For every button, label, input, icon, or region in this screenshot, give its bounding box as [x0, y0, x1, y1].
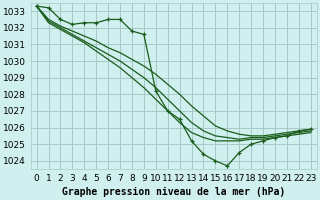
X-axis label: Graphe pression niveau de la mer (hPa): Graphe pression niveau de la mer (hPa)	[62, 187, 285, 197]
